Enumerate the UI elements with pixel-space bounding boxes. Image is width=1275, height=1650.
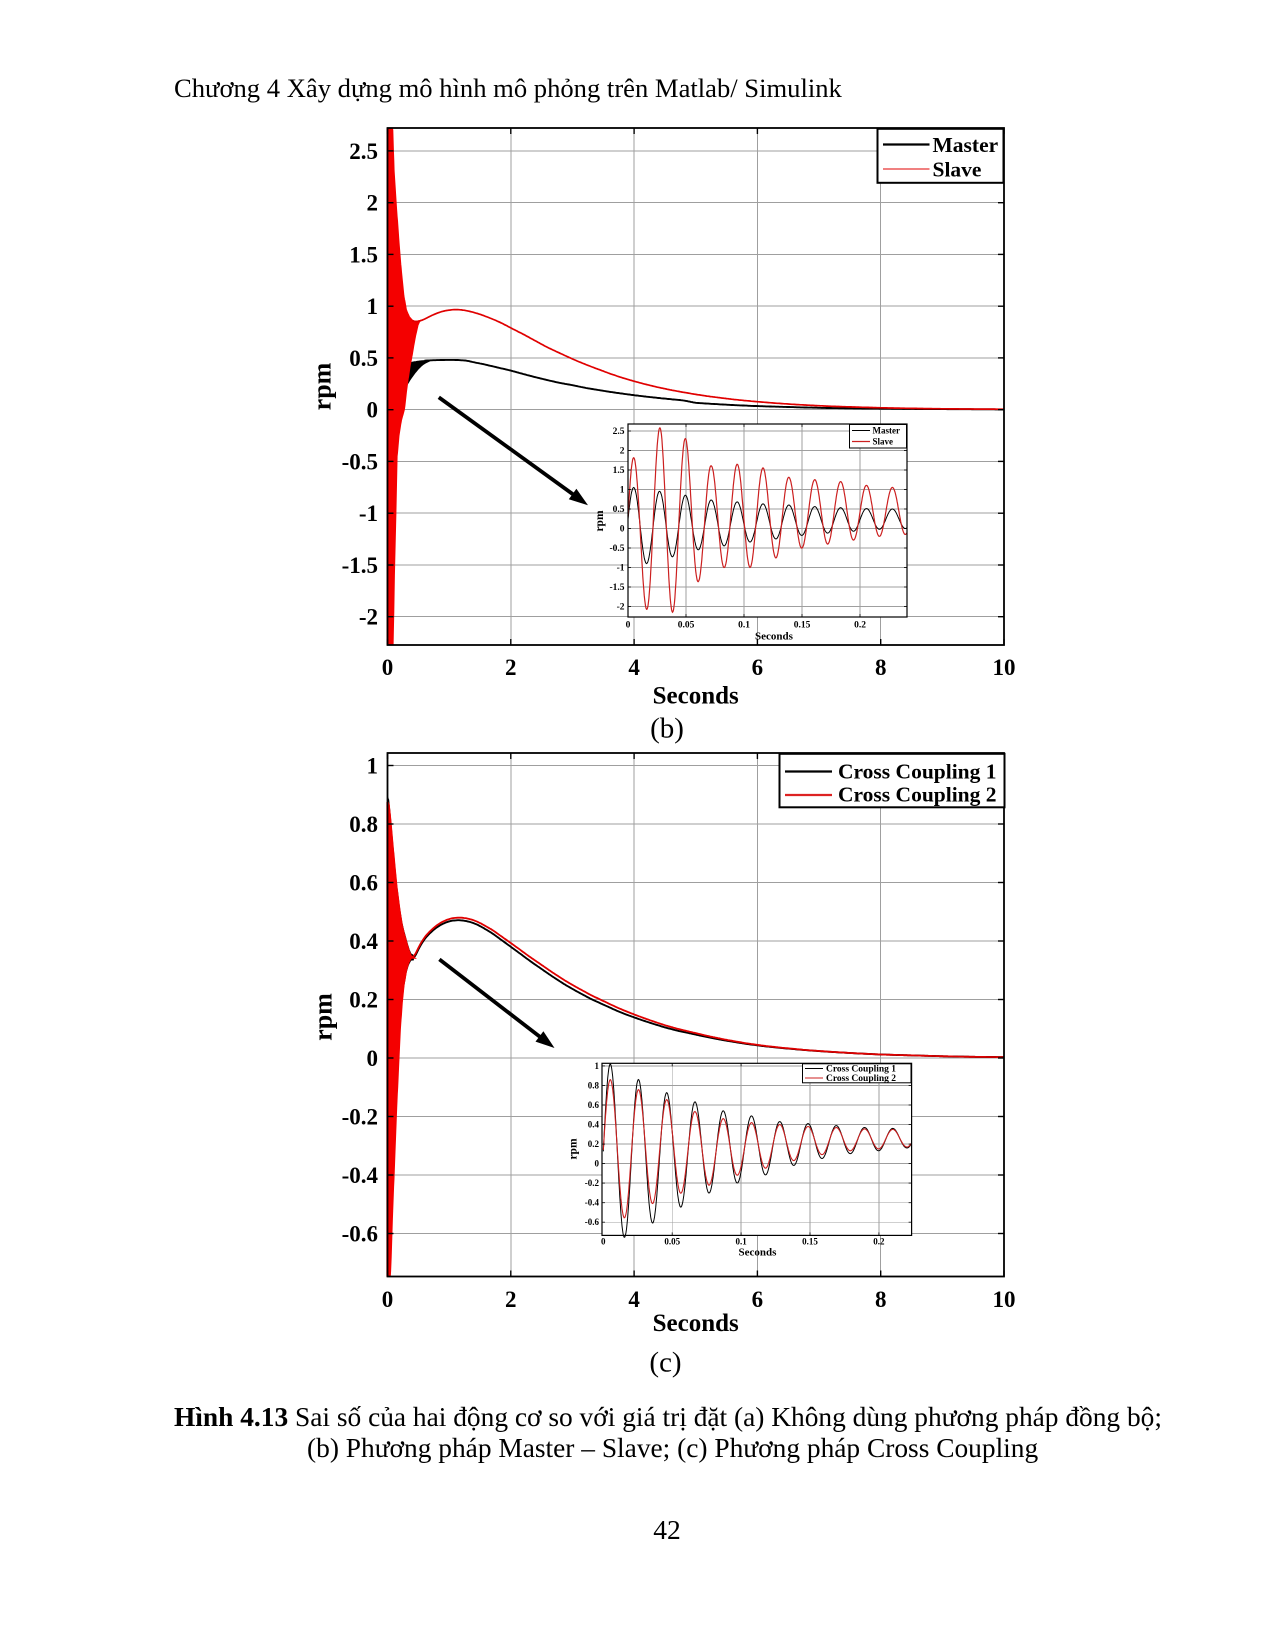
svg-text:-0.5: -0.5 xyxy=(342,449,378,474)
svg-text:0.4: 0.4 xyxy=(349,929,378,954)
svg-text:0.8: 0.8 xyxy=(588,1080,600,1090)
svg-text:0.1: 0.1 xyxy=(738,621,750,631)
svg-text:Seconds: Seconds xyxy=(653,1310,739,1337)
svg-text:2: 2 xyxy=(367,191,379,216)
svg-text:0: 0 xyxy=(620,525,625,535)
svg-text:2: 2 xyxy=(620,447,625,457)
svg-text:1: 1 xyxy=(367,294,379,319)
svg-text:0.2: 0.2 xyxy=(854,621,866,631)
svg-text:10: 10 xyxy=(993,655,1016,680)
svg-text:-1: -1 xyxy=(359,501,378,526)
svg-text:8: 8 xyxy=(875,655,887,680)
svg-text:0: 0 xyxy=(382,655,394,680)
svg-text:(c): (c) xyxy=(649,1347,681,1379)
svg-text:-2: -2 xyxy=(617,603,625,613)
svg-text:-2: -2 xyxy=(359,605,378,630)
svg-text:Cross Coupling 2: Cross Coupling 2 xyxy=(838,783,997,807)
svg-text:-1: -1 xyxy=(617,564,625,574)
svg-text:(b): (b) xyxy=(650,713,684,745)
svg-text:-0.6: -0.6 xyxy=(342,1222,378,1247)
svg-text:Seconds: Seconds xyxy=(739,1247,778,1259)
svg-text:1.5: 1.5 xyxy=(613,466,625,476)
svg-text:1: 1 xyxy=(595,1061,600,1071)
svg-text:rpm: rpm xyxy=(568,1138,580,1160)
svg-text:-0.4: -0.4 xyxy=(342,1163,379,1188)
svg-text:0.2: 0.2 xyxy=(349,988,378,1013)
svg-text:0.4: 0.4 xyxy=(588,1120,600,1130)
svg-text:0.2: 0.2 xyxy=(873,1237,885,1247)
svg-text:rpm: rpm xyxy=(308,362,337,410)
svg-text:6: 6 xyxy=(752,1287,764,1312)
svg-text:2: 2 xyxy=(505,655,517,680)
svg-text:0.05: 0.05 xyxy=(678,621,695,631)
svg-text:-0.6: -0.6 xyxy=(585,1217,600,1227)
svg-text:rpm: rpm xyxy=(309,993,338,1041)
svg-text:0.15: 0.15 xyxy=(794,621,811,631)
svg-text:Seconds: Seconds xyxy=(653,683,739,710)
svg-text:0: 0 xyxy=(595,1159,600,1169)
svg-text:Slave: Slave xyxy=(873,437,894,447)
svg-text:1: 1 xyxy=(367,754,379,779)
svg-text:-0.2: -0.2 xyxy=(342,1105,378,1130)
svg-text:0.8: 0.8 xyxy=(349,812,378,837)
svg-text:0.15: 0.15 xyxy=(802,1237,818,1247)
svg-text:Cross Coupling 1: Cross Coupling 1 xyxy=(838,760,997,784)
svg-text:2.5: 2.5 xyxy=(613,427,625,437)
svg-text:0.6: 0.6 xyxy=(349,871,378,896)
svg-text:rpm: rpm xyxy=(594,510,606,532)
svg-text:Master: Master xyxy=(933,133,999,157)
svg-text:Cross Coupling 2: Cross Coupling 2 xyxy=(826,1074,896,1084)
svg-text:0.1: 0.1 xyxy=(735,1237,747,1247)
svg-text:0: 0 xyxy=(382,1287,394,1312)
svg-text:6: 6 xyxy=(752,655,764,680)
svg-text:-0.4: -0.4 xyxy=(585,1198,600,1208)
svg-text:-1.5: -1.5 xyxy=(609,583,624,593)
svg-text:2: 2 xyxy=(505,1287,517,1312)
svg-text:1.5: 1.5 xyxy=(349,242,378,267)
svg-text:0.05: 0.05 xyxy=(664,1237,680,1247)
svg-text:4: 4 xyxy=(628,655,640,680)
svg-text:0.5: 0.5 xyxy=(613,505,625,515)
svg-text:0: 0 xyxy=(601,1237,606,1247)
svg-text:10: 10 xyxy=(993,1287,1016,1312)
svg-text:0.5: 0.5 xyxy=(349,346,378,371)
svg-text:Slave: Slave xyxy=(933,158,982,182)
svg-text:-0.5: -0.5 xyxy=(609,544,624,554)
svg-text:2.5: 2.5 xyxy=(349,139,378,164)
svg-text:0: 0 xyxy=(626,621,631,631)
svg-text:8: 8 xyxy=(875,1287,887,1312)
svg-text:0.6: 0.6 xyxy=(588,1100,600,1110)
svg-text:4: 4 xyxy=(628,1287,640,1312)
svg-text:0.2: 0.2 xyxy=(588,1139,600,1149)
svg-text:-1.5: -1.5 xyxy=(342,553,378,578)
svg-text:Master: Master xyxy=(873,426,900,436)
svg-text:Cross Coupling 1: Cross Coupling 1 xyxy=(826,1065,896,1075)
svg-text:1: 1 xyxy=(620,486,625,496)
svg-text:0: 0 xyxy=(367,398,379,423)
svg-text:-0.2: -0.2 xyxy=(585,1178,600,1188)
svg-text:Seconds: Seconds xyxy=(755,631,794,643)
svg-text:0: 0 xyxy=(367,1046,379,1071)
